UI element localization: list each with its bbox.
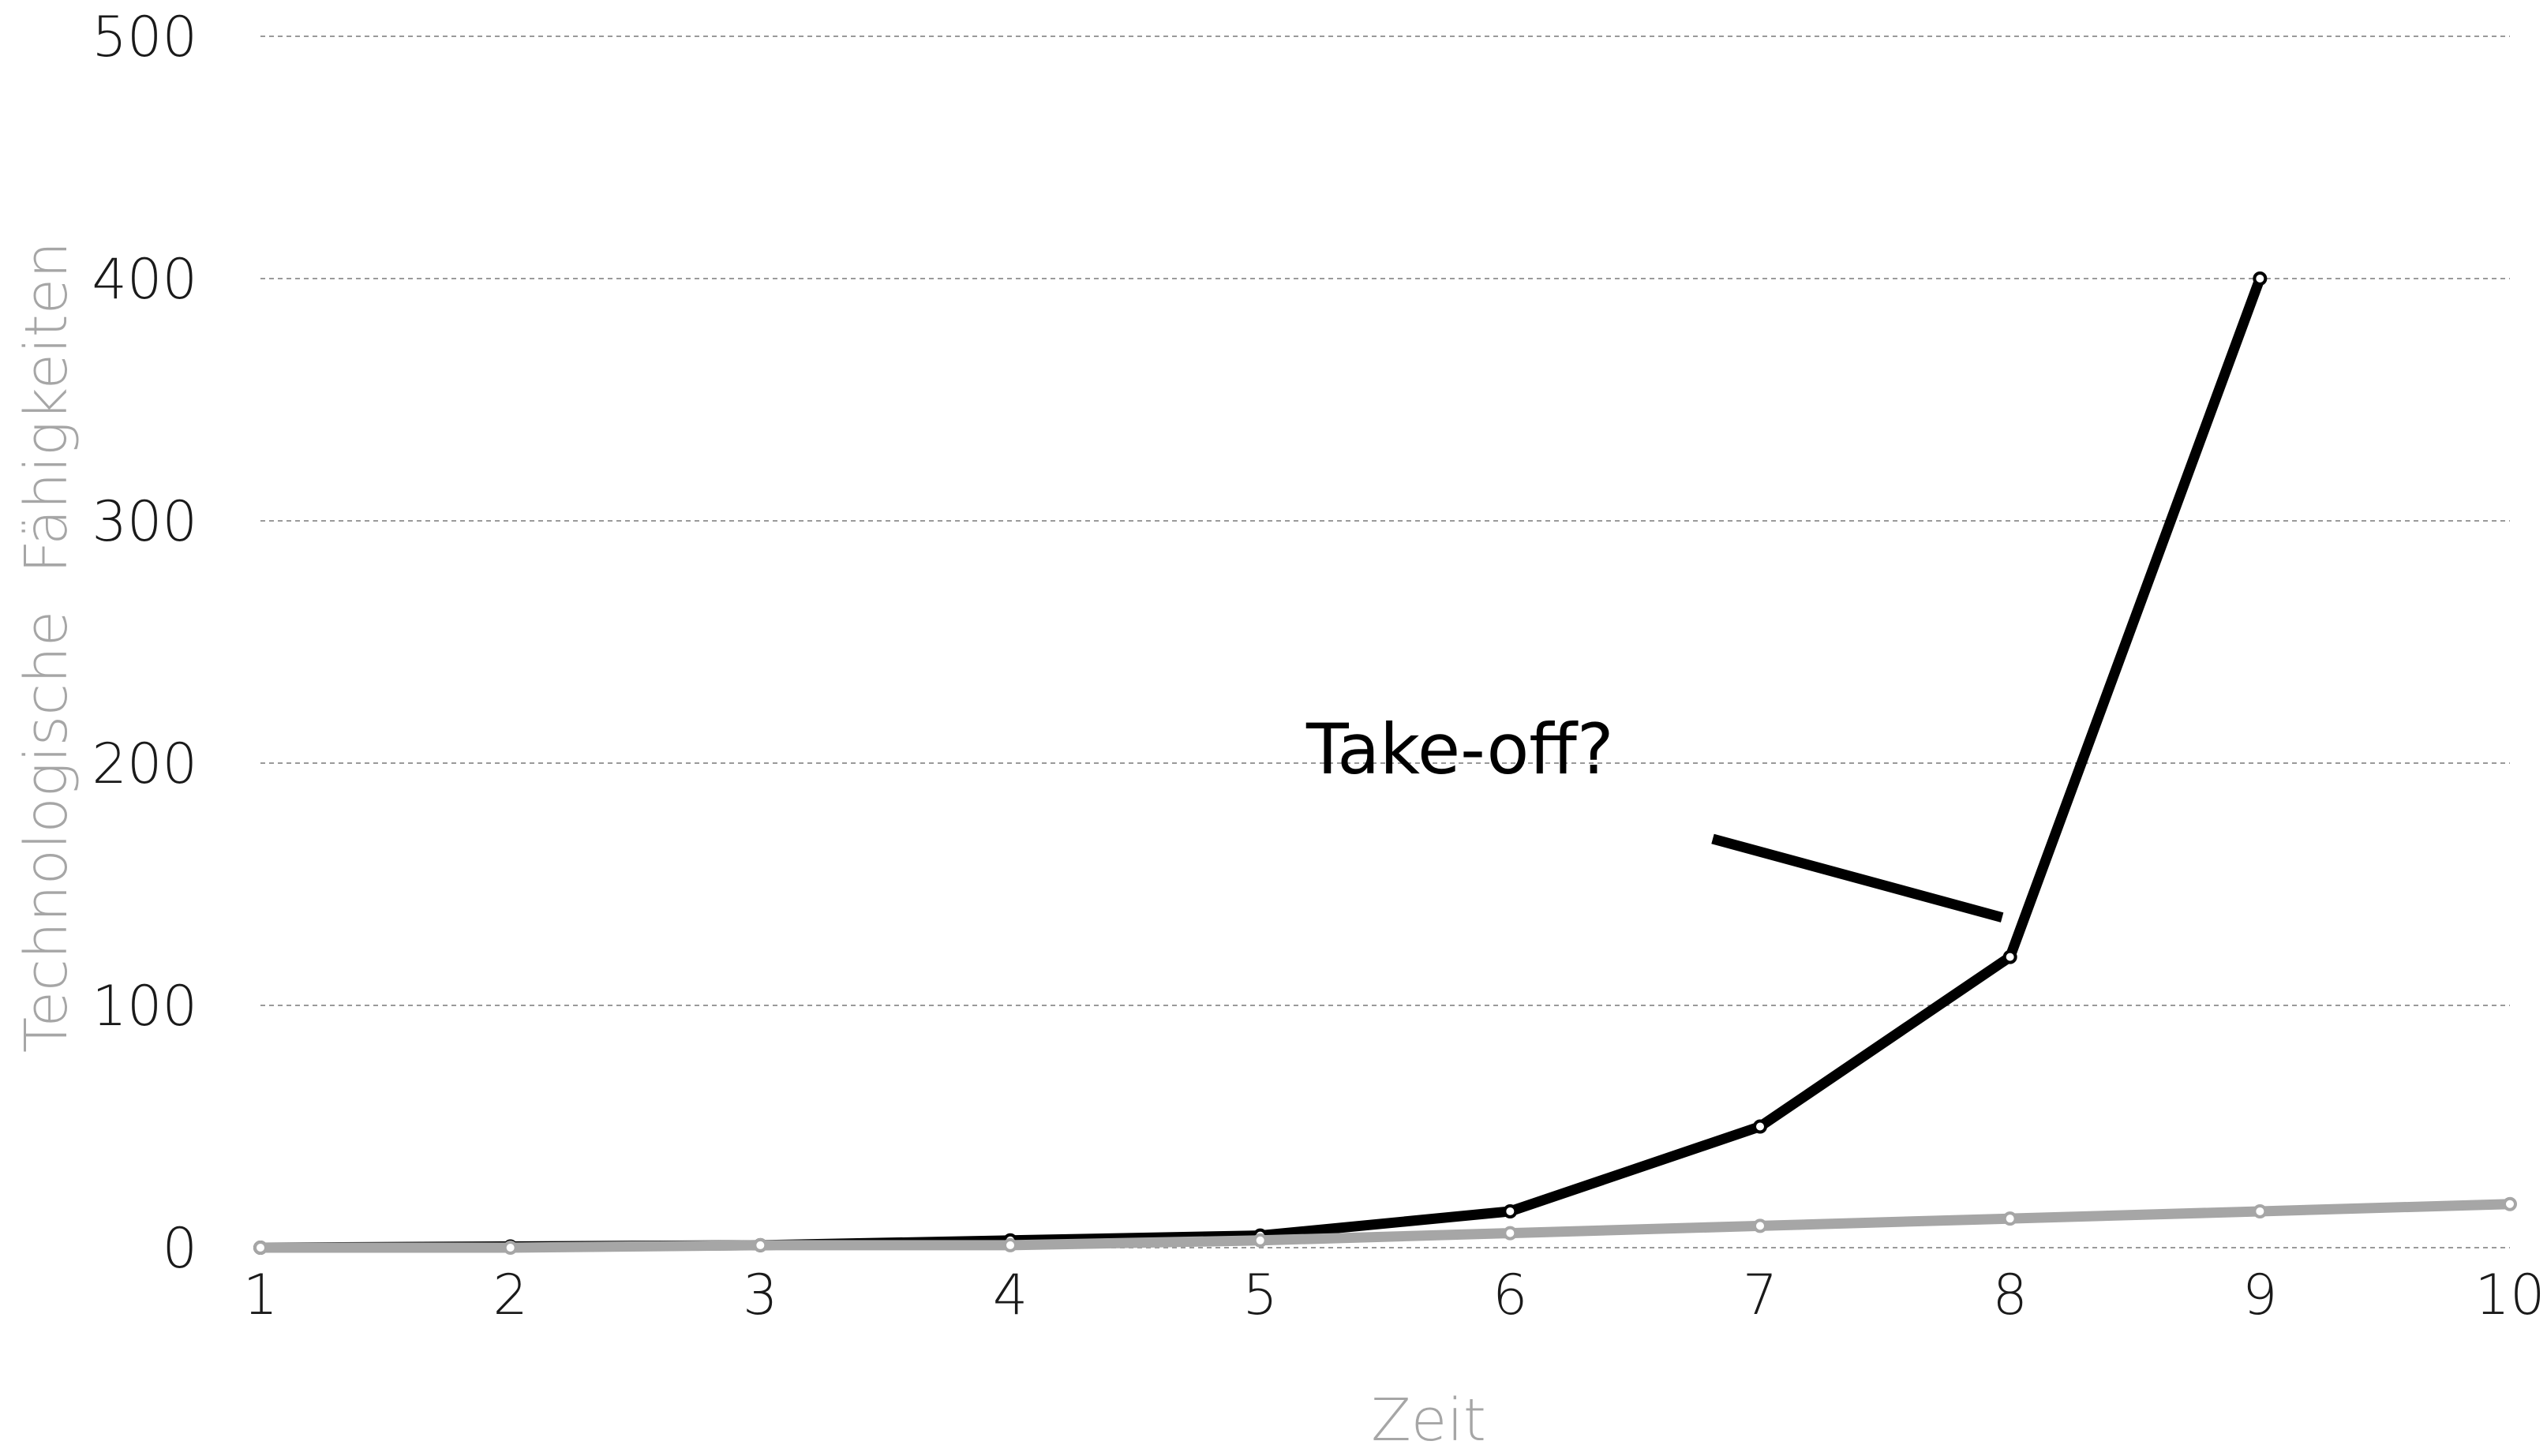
- y-tick-label: 200: [92, 732, 197, 796]
- y-axis-ticks: 0 100 200 300 400 500: [92, 5, 197, 1281]
- data-point: [1753, 1119, 1767, 1134]
- series-line-2: [255, 1199, 2515, 1253]
- x-axis-ticks: 1 2 3 4 5 6 7 8 9 10: [243, 1263, 2545, 1327]
- data-point: [1753, 1218, 1767, 1233]
- y-tick-label: 500: [92, 5, 197, 69]
- data-point: [2503, 1196, 2517, 1211]
- annotation-take-off: Take-off?: [1305, 709, 1614, 790]
- annotation-pointer-line: [1711, 833, 2004, 923]
- x-tick-label: 2: [493, 1263, 528, 1327]
- data-point: [2253, 271, 2268, 286]
- x-tick-label: 9: [2242, 1263, 2278, 1327]
- x-tick-label: 10: [2474, 1263, 2545, 1327]
- data-point: [753, 1237, 768, 1252]
- x-axis-title: Zeit: [1371, 1387, 1486, 1454]
- x-tick-label: 8: [1992, 1263, 2028, 1327]
- data-point: [1503, 1203, 1518, 1218]
- y-axis-title: Technologische Fähigkeiten: [13, 241, 81, 1053]
- x-tick-label: 7: [1743, 1263, 1778, 1327]
- y-tick-label: 300: [92, 489, 197, 554]
- data-point: [2002, 1211, 2017, 1226]
- x-tick-label: 6: [1493, 1263, 1528, 1327]
- data-point: [503, 1241, 518, 1255]
- series-2: [253, 1196, 2517, 1255]
- gridlines: [260, 36, 2510, 1248]
- data-point: [1003, 1237, 1017, 1252]
- x-tick-label: 5: [1242, 1263, 1278, 1327]
- y-tick-label: 100: [92, 974, 197, 1039]
- y-tick-label: 0: [162, 1216, 197, 1281]
- data-point: [2253, 1203, 2268, 1218]
- data-point: [253, 1241, 268, 1255]
- y-tick-label: 400: [92, 247, 197, 312]
- x-tick-label: 1: [243, 1263, 279, 1327]
- data-point: [1253, 1233, 1268, 1248]
- series-group: [253, 271, 2517, 1255]
- x-tick-label: 3: [743, 1263, 778, 1327]
- data-point: [2002, 949, 2017, 964]
- x-tick-label: 4: [993, 1263, 1028, 1327]
- data-point: [1503, 1226, 1518, 1241]
- annotation-group: Take-off?: [1305, 709, 2004, 923]
